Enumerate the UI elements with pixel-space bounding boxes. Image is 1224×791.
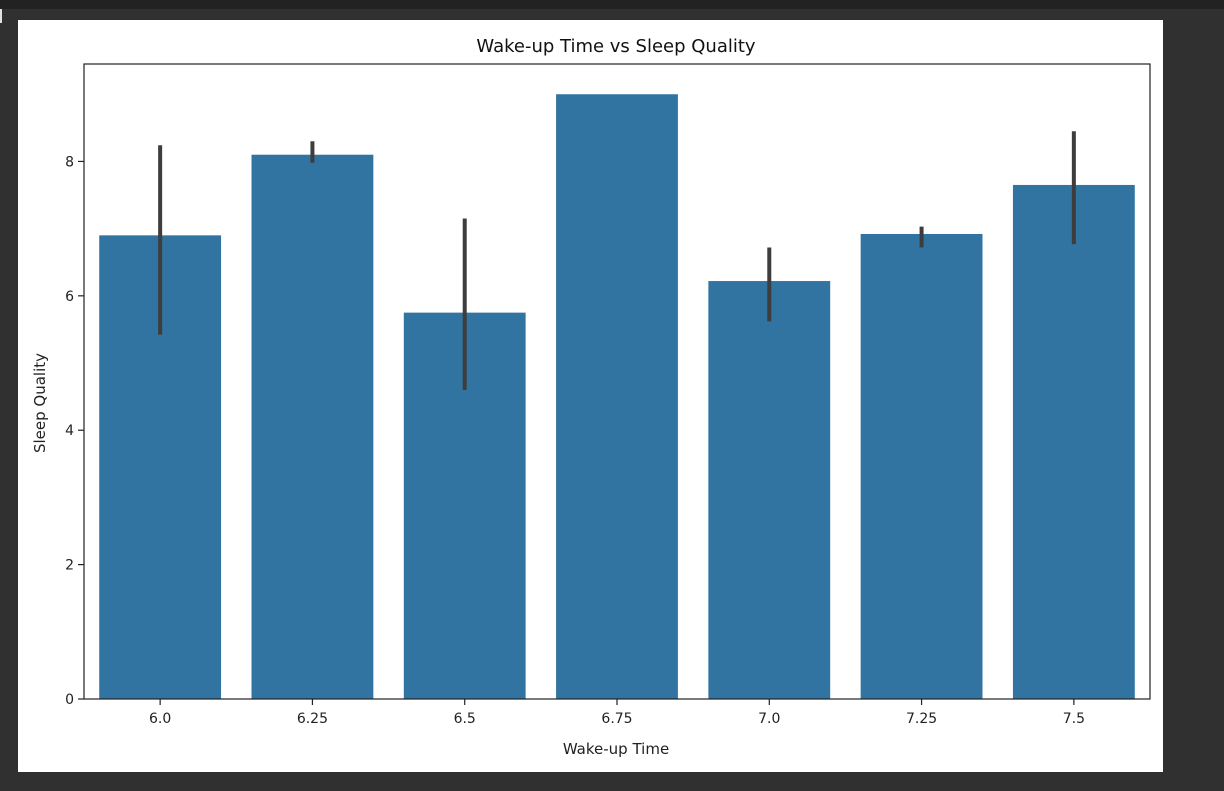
y-axis-label: Sleep Quality — [31, 353, 49, 453]
bar-6.25 — [251, 154, 374, 699]
bar-7.25 — [860, 234, 983, 699]
text-cursor-marker — [0, 9, 2, 23]
errorbars-layer — [158, 131, 1076, 390]
y-tick-label: 6 — [65, 289, 74, 305]
y-tick-label: 8 — [65, 154, 74, 170]
y-tick-label: 4 — [65, 423, 74, 439]
window-top-bar — [0, 0, 1224, 9]
x-axis-ticks: 6.0 6.25 6.5 6.75 7.0 7.25 7.5 — [149, 699, 1085, 727]
x-axis-label: Wake-up Time — [563, 740, 669, 758]
x-tick-label: 7.5 — [1063, 711, 1085, 727]
y-tick-label: 2 — [65, 558, 74, 574]
y-tick-label: 0 — [65, 692, 74, 708]
x-tick-label: 7.25 — [906, 711, 937, 727]
bar-7.0 — [708, 281, 831, 699]
x-tick-label: 6.5 — [454, 711, 476, 727]
y-axis-ticks: 0 2 4 6 8 — [65, 154, 84, 708]
x-tick-label: 7.0 — [758, 711, 780, 727]
bar-6.75 — [556, 94, 678, 699]
x-tick-label: 6.25 — [297, 711, 328, 727]
bar-7.5 — [1012, 184, 1135, 699]
x-tick-label: 6.75 — [601, 711, 632, 727]
x-tick-label: 6.0 — [149, 711, 171, 727]
chart-title: Wake-up Time vs Sleep Quality — [476, 36, 755, 57]
bars-layer — [99, 94, 1135, 699]
